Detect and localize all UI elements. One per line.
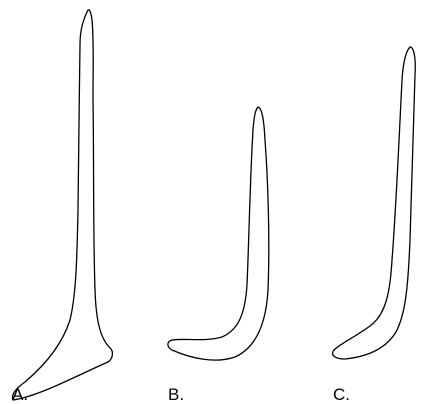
specimen-c-outline — [331, 46, 416, 360]
figure-label: A. — [12, 385, 28, 404]
specimen-b-outline — [167, 106, 270, 361]
specimen-a-outline — [11, 9, 114, 401]
figure-label: C. — [333, 385, 350, 404]
figure-label: B. — [168, 385, 184, 404]
